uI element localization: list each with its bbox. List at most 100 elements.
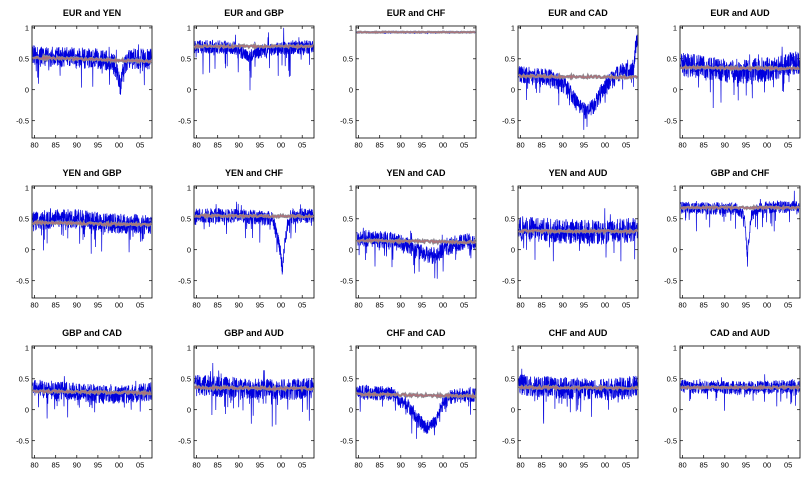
chart-title: EUR and CAD <box>548 8 608 18</box>
svg-text:00: 00 <box>763 461 771 470</box>
plot-area: 80 85 90 95 00 05 1 0.5 0 -0.5 <box>178 24 315 150</box>
subplot-yen-aud: YEN and AUD 80 85 90 95 00 05 1 0.5 0 -0.5 <box>486 166 648 326</box>
svg-text:80: 80 <box>678 141 686 150</box>
plot-area: 80 85 90 95 00 05 1 0.5 0 -0.5 <box>340 24 477 150</box>
svg-text:00: 00 <box>277 141 285 150</box>
svg-text:00: 00 <box>763 301 771 310</box>
svg-text:85: 85 <box>538 141 546 150</box>
subplot-chf-cad: CHF and CAD 80 85 90 95 00 05 1 0.5 0 -0.5 <box>324 326 486 486</box>
subplot-yen-gbp: YEN and GBP 80 85 90 95 00 05 1 0.5 0 -0.5 <box>0 166 162 326</box>
svg-text:-0.5: -0.5 <box>664 436 677 445</box>
svg-text:0: 0 <box>673 85 677 94</box>
svg-text:-0.5: -0.5 <box>178 116 191 125</box>
svg-text:05: 05 <box>460 461 468 470</box>
svg-text:95: 95 <box>742 301 750 310</box>
svg-text:80: 80 <box>516 301 524 310</box>
subplot-gbp-chf: GBP and CHF 80 85 90 95 00 05 1 0.5 0 -0.5 <box>648 166 810 326</box>
subplot-cad-aud: CAD and AUD 80 85 90 95 00 05 1 0.5 0 -0.5 <box>648 326 810 486</box>
svg-text:90: 90 <box>559 461 567 470</box>
svg-text:0: 0 <box>511 405 515 414</box>
svg-text:80: 80 <box>30 301 38 310</box>
svg-text:95: 95 <box>580 461 588 470</box>
chart-title: YEN and CHF <box>224 168 283 178</box>
svg-text:85: 85 <box>538 301 546 310</box>
svg-text:95: 95 <box>580 141 588 150</box>
plot-area: 80 85 90 95 00 05 1 0.5 0 -0.5 <box>502 184 639 310</box>
svg-text:85: 85 <box>700 301 708 310</box>
chart-title: GBP and CHF <box>710 168 770 178</box>
svg-text:05: 05 <box>136 461 144 470</box>
plot-area: 80 85 90 95 00 05 1 0.5 0 -0.5 <box>178 184 315 310</box>
svg-text:85: 85 <box>376 301 384 310</box>
subplot-gbp-cad: GBP and CAD 80 85 90 95 00 05 1 0.5 0 -0.5 <box>0 326 162 486</box>
svg-text:1: 1 <box>25 24 29 33</box>
svg-text:1: 1 <box>349 24 353 33</box>
plot-area: 80 85 90 95 00 05 1 0.5 0 -0.5 <box>340 184 477 310</box>
svg-text:90: 90 <box>235 461 243 470</box>
svg-text:-0.5: -0.5 <box>502 436 515 445</box>
svg-text:85: 85 <box>700 141 708 150</box>
svg-text:90: 90 <box>397 461 405 470</box>
svg-text:90: 90 <box>73 461 81 470</box>
svg-text:0.5: 0.5 <box>181 54 191 63</box>
plot-area: 80 85 90 95 00 05 1 0.5 0 -0.5 <box>178 344 315 470</box>
svg-text:00: 00 <box>763 141 771 150</box>
svg-text:00: 00 <box>277 301 285 310</box>
svg-text:-0.5: -0.5 <box>340 436 353 445</box>
chart-title: CAD and AUD <box>710 328 770 338</box>
svg-text:-0.5: -0.5 <box>178 436 191 445</box>
svg-text:95: 95 <box>418 301 426 310</box>
svg-text:85: 85 <box>52 141 60 150</box>
svg-text:90: 90 <box>235 141 243 150</box>
svg-text:0.5: 0.5 <box>19 374 29 383</box>
svg-text:1: 1 <box>349 184 353 193</box>
svg-text:85: 85 <box>538 461 546 470</box>
svg-text:0.5: 0.5 <box>343 374 353 383</box>
svg-text:0.5: 0.5 <box>505 214 515 223</box>
svg-text:80: 80 <box>192 301 200 310</box>
svg-text:05: 05 <box>784 141 792 150</box>
svg-text:00: 00 <box>601 141 609 150</box>
svg-text:05: 05 <box>298 141 306 150</box>
chart-title: EUR and YEN <box>62 8 122 18</box>
svg-text:1: 1 <box>511 344 515 353</box>
plot-area: 80 85 90 95 00 05 1 0.5 0 -0.5 <box>664 24 801 150</box>
svg-text:80: 80 <box>354 141 362 150</box>
svg-text:0.5: 0.5 <box>19 54 29 63</box>
svg-text:0.5: 0.5 <box>343 214 353 223</box>
svg-text:1: 1 <box>349 344 353 353</box>
svg-text:85: 85 <box>52 461 60 470</box>
plot-area: 80 85 90 95 00 05 1 0.5 0 -0.5 <box>502 24 639 150</box>
chart-title: YEN and CAD <box>386 168 446 178</box>
plot-area: 80 85 90 95 00 05 1 0.5 0 -0.5 <box>16 24 153 150</box>
svg-text:80: 80 <box>516 461 524 470</box>
svg-text:1: 1 <box>187 24 191 33</box>
svg-text:-0.5: -0.5 <box>502 276 515 285</box>
svg-text:0.5: 0.5 <box>505 374 515 383</box>
svg-text:95: 95 <box>580 301 588 310</box>
svg-text:80: 80 <box>354 461 362 470</box>
svg-text:85: 85 <box>214 461 222 470</box>
svg-text:0.5: 0.5 <box>667 214 677 223</box>
svg-text:1: 1 <box>187 344 191 353</box>
chart-title: GBP and AUD <box>224 328 284 338</box>
svg-text:05: 05 <box>784 461 792 470</box>
svg-text:80: 80 <box>678 301 686 310</box>
svg-text:05: 05 <box>460 141 468 150</box>
svg-text:05: 05 <box>622 141 630 150</box>
plot-area: 80 85 90 95 00 05 1 0.5 0 -0.5 <box>502 344 639 470</box>
svg-text:-0.5: -0.5 <box>340 276 353 285</box>
svg-text:0.5: 0.5 <box>19 214 29 223</box>
svg-text:0: 0 <box>25 245 29 254</box>
chart-title: EUR and CHF <box>386 8 446 18</box>
svg-text:-0.5: -0.5 <box>664 276 677 285</box>
svg-text:90: 90 <box>397 141 405 150</box>
svg-text:0: 0 <box>187 85 191 94</box>
svg-text:05: 05 <box>460 301 468 310</box>
svg-text:1: 1 <box>511 184 515 193</box>
svg-text:1: 1 <box>511 24 515 33</box>
svg-text:0: 0 <box>25 85 29 94</box>
svg-text:85: 85 <box>214 301 222 310</box>
svg-text:90: 90 <box>397 301 405 310</box>
